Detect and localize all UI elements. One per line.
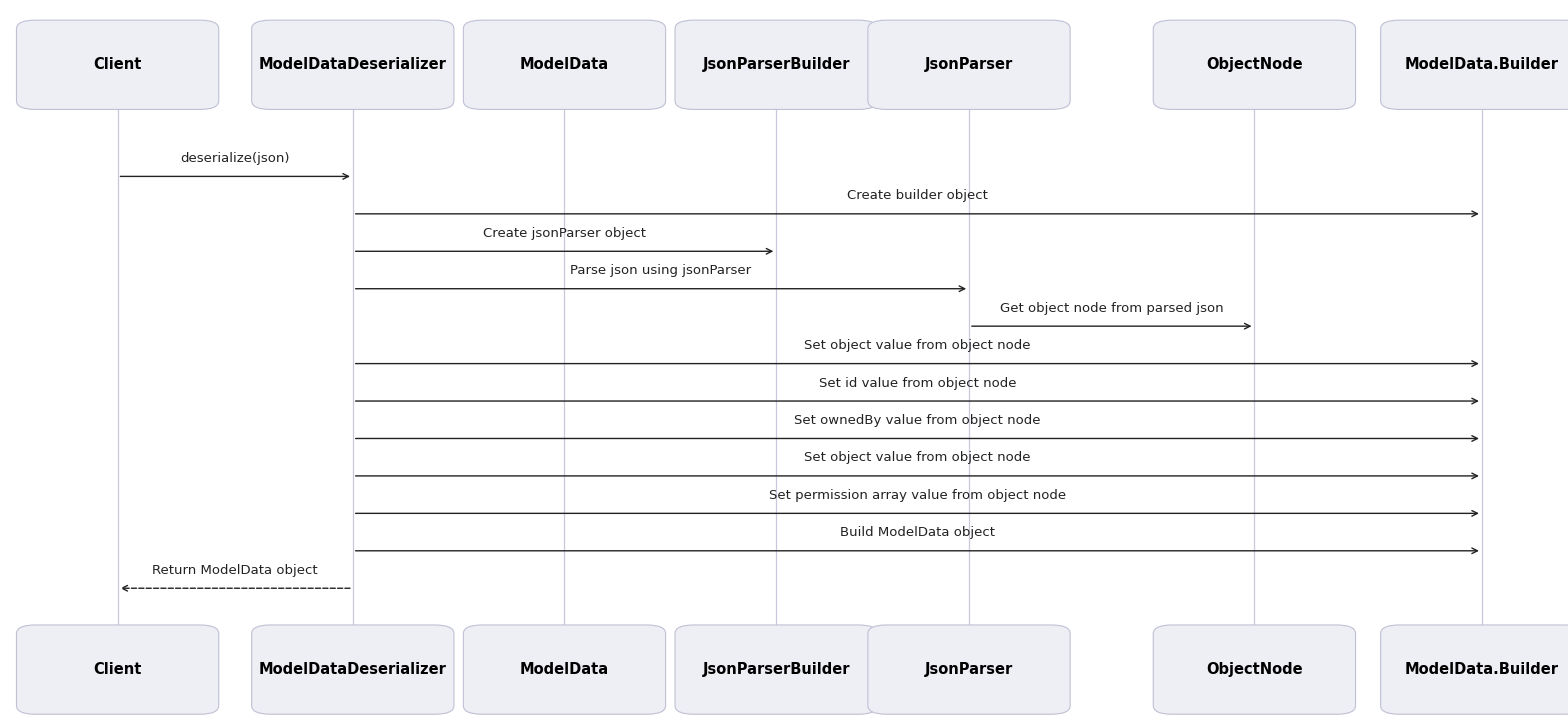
Text: ModelData: ModelData bbox=[521, 58, 608, 72]
FancyBboxPatch shape bbox=[869, 625, 1069, 714]
FancyBboxPatch shape bbox=[16, 625, 220, 714]
FancyBboxPatch shape bbox=[674, 20, 878, 109]
Text: ModelDataDeserializer: ModelDataDeserializer bbox=[259, 662, 447, 677]
FancyBboxPatch shape bbox=[869, 20, 1069, 109]
FancyBboxPatch shape bbox=[251, 625, 455, 714]
Text: JsonParser: JsonParser bbox=[925, 662, 1013, 677]
FancyBboxPatch shape bbox=[1380, 20, 1568, 109]
Text: Set object value from object node: Set object value from object node bbox=[804, 451, 1030, 464]
Text: ModelData.Builder: ModelData.Builder bbox=[1405, 58, 1559, 72]
FancyBboxPatch shape bbox=[1154, 20, 1355, 109]
Text: Create jsonParser object: Create jsonParser object bbox=[483, 227, 646, 240]
Text: Set ownedBy value from object node: Set ownedBy value from object node bbox=[793, 414, 1041, 427]
Text: Get object node from parsed json: Get object node from parsed json bbox=[1000, 302, 1223, 315]
Text: ModelData.Builder: ModelData.Builder bbox=[1405, 662, 1559, 677]
Text: ModelDataDeserializer: ModelDataDeserializer bbox=[259, 58, 447, 72]
FancyBboxPatch shape bbox=[464, 625, 665, 714]
Text: ObjectNode: ObjectNode bbox=[1206, 662, 1303, 677]
FancyBboxPatch shape bbox=[251, 20, 455, 109]
Text: Parse json using jsonParser: Parse json using jsonParser bbox=[571, 264, 751, 277]
Text: Return ModelData object: Return ModelData object bbox=[152, 564, 318, 577]
Text: Set permission array value from object node: Set permission array value from object n… bbox=[768, 489, 1066, 502]
Text: Set object value from object node: Set object value from object node bbox=[804, 339, 1030, 352]
FancyBboxPatch shape bbox=[1380, 625, 1568, 714]
Text: JsonParserBuilder: JsonParserBuilder bbox=[702, 58, 850, 72]
Text: Client: Client bbox=[94, 58, 141, 72]
Text: Client: Client bbox=[94, 662, 141, 677]
Text: deserialize(json): deserialize(json) bbox=[180, 152, 290, 165]
Text: Build ModelData object: Build ModelData object bbox=[840, 526, 994, 539]
FancyBboxPatch shape bbox=[674, 625, 878, 714]
Text: Create builder object: Create builder object bbox=[847, 189, 988, 202]
FancyBboxPatch shape bbox=[16, 20, 220, 109]
FancyBboxPatch shape bbox=[1154, 625, 1355, 714]
Text: ModelData: ModelData bbox=[521, 662, 608, 677]
Text: JsonParserBuilder: JsonParserBuilder bbox=[702, 662, 850, 677]
Text: JsonParser: JsonParser bbox=[925, 58, 1013, 72]
Text: Set id value from object node: Set id value from object node bbox=[818, 377, 1016, 390]
Text: ObjectNode: ObjectNode bbox=[1206, 58, 1303, 72]
FancyBboxPatch shape bbox=[464, 20, 665, 109]
